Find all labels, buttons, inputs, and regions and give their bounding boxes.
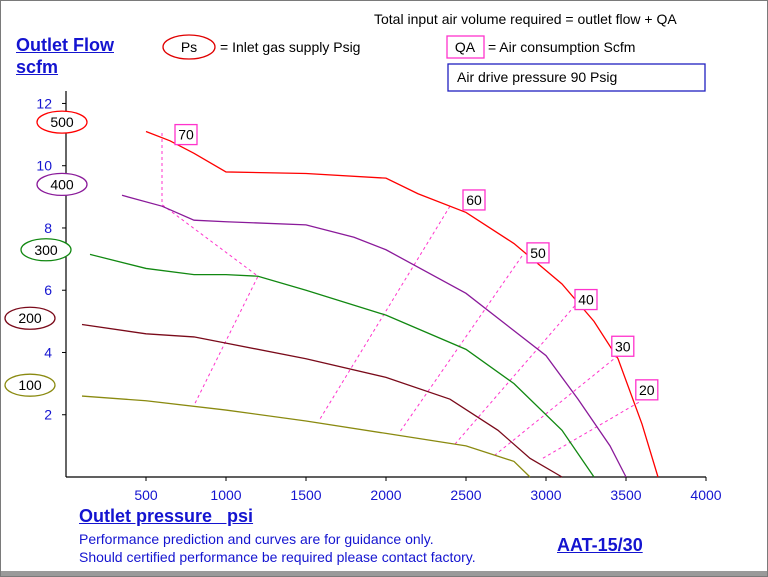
window-bottom-strip (1, 571, 767, 576)
qa-legend-symbol: QA (455, 39, 476, 55)
y-tick-label: 12 (36, 95, 52, 111)
series-label-300: 300 (34, 242, 58, 258)
x-tick-label: 3500 (610, 487, 641, 503)
y-tick-label: 10 (36, 158, 52, 174)
qa-legend-box (446, 35, 485, 59)
series-label-ellipse-500 (36, 110, 88, 134)
qa-line-30 (494, 355, 619, 456)
y-tick-label: 6 (44, 282, 52, 298)
x-tick-label: 3000 (530, 487, 561, 503)
y-axis-title-line1: Outlet Flow (16, 35, 114, 55)
ps-legend-symbol: Ps (181, 39, 197, 55)
qa-label-60: 60 (466, 192, 482, 208)
qa-label-box-50 (526, 242, 550, 264)
series-label-ellipse-400 (36, 172, 88, 197)
series-line-100 (81, 395, 531, 478)
qa-line-70 (161, 133, 259, 406)
qa-line-50 (398, 255, 523, 434)
series-label-ellipse-300 (20, 238, 72, 262)
qa-legend-text: = Air consumption Scfm (488, 39, 635, 55)
qa-label-box-70 (174, 123, 198, 146)
y-tick-label: 2 (44, 407, 52, 423)
qa-label-box-60 (462, 189, 486, 211)
model-label: AAT-15/30 (557, 535, 643, 555)
series-label-200: 200 (18, 310, 42, 326)
qa-label-box-30 (611, 335, 635, 357)
x-tick-label: 2000 (370, 487, 401, 503)
plot-area: 2 4 6 8 10 12 500 1000 1500 2000 2500 3000 3500 4000 5… (4, 91, 722, 503)
series-label-400: 400 (50, 176, 74, 192)
disclaimer-line-1: Performance prediction and curves are fo… (79, 531, 434, 547)
series-label-500: 500 (50, 114, 74, 130)
qa-line-40 (454, 305, 576, 445)
qa-label-50: 50 (530, 245, 546, 261)
qa-line-20 (542, 401, 640, 459)
ps-legend-ellipse (162, 34, 216, 60)
qa-label-70: 70 (178, 127, 194, 143)
drive-pressure-text: Air drive pressure 90 Psig (457, 69, 617, 85)
y-tick-label: 8 (44, 220, 52, 236)
qa-label-box-20 (635, 379, 659, 401)
x-axis-title: Outlet pressure psi (79, 506, 254, 526)
series-label-ellipse-200 (4, 306, 56, 330)
x-tick-label: 500 (134, 487, 158, 503)
ps-legend-text: = Inlet gas supply Psig (220, 39, 360, 55)
qa-label-30: 30 (615, 338, 631, 354)
series-label-ellipse-100 (4, 373, 56, 397)
header-legend: Ps = Inlet gas supply Psig QA = Air cons… (162, 34, 706, 92)
qa-label-40: 40 (578, 292, 594, 308)
x-tick-label: 2500 (450, 487, 481, 503)
total-volume-note: Total input air volume required = outlet… (374, 11, 677, 27)
x-tick-label: 1000 (210, 487, 241, 503)
y-axis-title: Outlet Flow scfm (16, 34, 114, 78)
series-line-300 (89, 253, 595, 478)
x-tick-label: 1500 (290, 487, 321, 503)
series-line-200 (81, 323, 563, 478)
series-label-100: 100 (18, 377, 42, 393)
qa-line-60 (318, 205, 451, 422)
x-tick-label: 4000 (690, 487, 721, 503)
drive-pressure-box (447, 63, 706, 92)
y-axis-title-line2: scfm (16, 57, 59, 77)
qa-label-20: 20 (639, 382, 655, 398)
series-line-400 (121, 194, 627, 478)
y-tick-label: 4 (44, 344, 52, 360)
disclaimer-line-2: Should certified performance be required… (79, 549, 476, 565)
qa-label-box-40 (574, 288, 598, 311)
